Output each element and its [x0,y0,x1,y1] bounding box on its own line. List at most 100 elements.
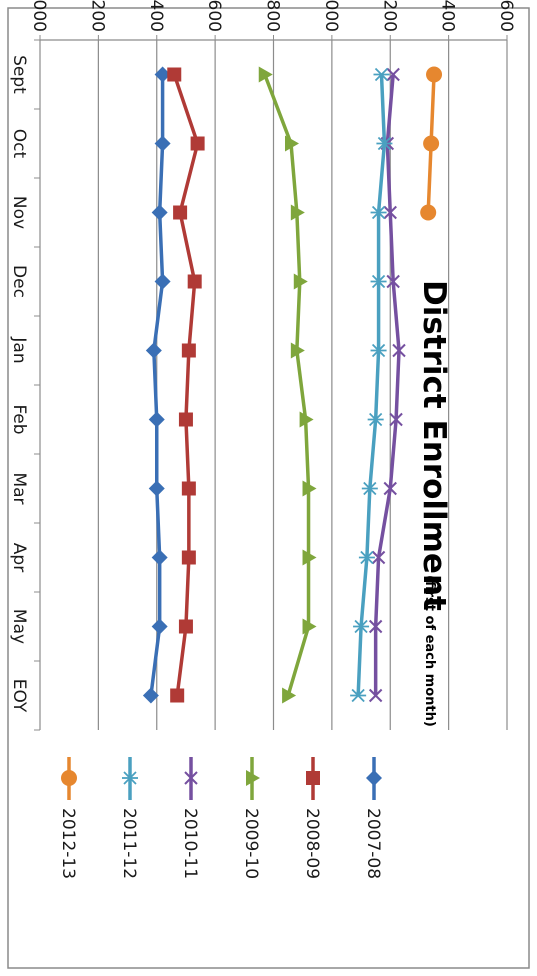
axes [34,35,508,731]
data-point [353,619,370,634]
legend-marker [122,771,138,785]
gridlines [97,40,508,730]
series-2009-10 [258,66,317,704]
x-tick-label: Feb [9,404,29,434]
series-line [356,74,387,696]
data-point [148,411,165,428]
legend-entry: 2007-08 [363,757,383,879]
legend-label: 2012-13 [58,808,78,879]
data-point [173,205,188,220]
data-point [350,688,367,703]
x-tick-label: May [9,609,29,644]
series-2008-09 [167,67,205,703]
legend-marker [246,770,260,786]
data-point [367,412,384,427]
series-group [142,66,443,704]
data-point [181,481,196,496]
legend-label: 2011-12 [119,808,139,879]
data-point [181,343,196,358]
data-point [178,619,193,634]
legend-label: 2009-10 [241,808,261,879]
chart-subtitle: (first of each month) [422,575,437,727]
y-tick-label: 6,000 [29,0,49,32]
y-tick-label: 7,200 [379,0,399,32]
legend-entry: 2012-13 [58,757,78,879]
data-point [178,412,193,427]
data-point-stroke [368,688,383,703]
y-tick-label: 6,600 [204,0,224,32]
legend-marker-stroke [184,771,198,785]
data-point [181,550,196,565]
legend-entry: 2011-12 [119,757,139,879]
legend-marker [306,771,320,785]
data-point-stroke [383,481,397,496]
data-point [293,273,308,290]
data-point [370,274,387,289]
x-tick-label: Nov [9,196,29,229]
data-point-stroke [392,343,406,358]
series-2007-08 [142,66,171,704]
data-point-stroke [383,205,397,220]
y-tick-label: 7,400 [438,0,458,32]
data-point [290,342,305,359]
legend-entry: 2008-09 [302,757,322,879]
x-tick-label: Sept [9,55,29,94]
chart-title: District Enrollment [416,280,452,611]
data-point [383,481,397,496]
y-tick-label: 6,800 [263,0,283,32]
y-tick-label: 7,600 [496,0,516,32]
y-axis-tick-labels: 7,600 7,400 7,200 7,000 6,800 6,600 6,400 6,200… [29,0,516,32]
data-point [371,550,386,565]
x-tick-label: Jan [9,336,29,363]
data-point [370,343,387,358]
y-tick-label: 6,400 [146,0,166,32]
data-point [151,204,168,221]
legend-entry: 2009-10 [241,757,261,879]
series-2010-11 [368,67,406,703]
data-point [302,480,317,497]
data-point [258,66,273,83]
data-point [285,135,300,152]
data-point [358,550,375,565]
x-tick-label: Mar [9,472,29,504]
data-point [167,67,182,82]
data-point [376,136,393,151]
chart-border [7,7,530,969]
legend-marker [366,770,382,786]
data-point [148,480,165,497]
data-point [392,343,406,358]
series-2012-13 [420,66,443,221]
x-tick-label: Dec [9,265,29,298]
legend-marker [61,770,77,786]
data-point [282,687,297,704]
data-point [290,204,305,221]
data-point [154,135,171,152]
series-line [149,74,165,696]
data-point [361,481,378,496]
data-point-stroke [371,550,386,565]
data-point [386,67,400,82]
data-point [373,67,390,82]
data-point [383,205,397,220]
data-point [423,135,440,152]
data-point [154,66,171,83]
data-point [386,274,400,289]
legend-marker [184,771,198,785]
series-line [373,74,401,696]
series-2011-12 [350,67,393,703]
data-point-stroke [386,67,400,82]
data-point [154,273,171,290]
legend-label: 2008-09 [302,808,322,879]
legend: 2007-08 2008-09 2009-10 2010-11 2011-12 2012-… [58,757,383,879]
data-point [299,411,314,428]
data-point [151,549,168,566]
data-point [170,688,185,703]
data-point-stroke [368,619,383,634]
x-tick-label: Apr [9,543,29,572]
data-point [145,342,162,359]
x-axis-tick-labels: Sept Oct Nov Dec Jan Feb Mar Apr May EOY [9,55,29,713]
data-point-stroke [386,274,400,289]
data-point [302,549,317,566]
series-line [263,73,311,696]
